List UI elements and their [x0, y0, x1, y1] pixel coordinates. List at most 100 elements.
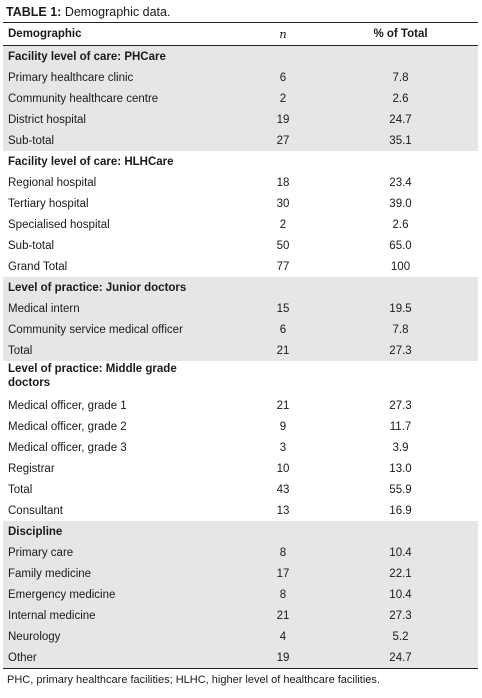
- row-label: Medical officer, grade 3: [8, 441, 127, 454]
- row-n: 3: [279, 441, 287, 454]
- row-n: 4: [279, 630, 287, 643]
- row-n: 2: [279, 218, 287, 231]
- row-percent: 3.9: [392, 441, 409, 454]
- section-header-row: Discipline: [3, 521, 478, 542]
- row-n: 19: [276, 651, 290, 664]
- row-n: 10: [276, 462, 290, 475]
- table-row: Tertiary hospital 30 39.0: [3, 193, 478, 214]
- table-body: Facility level of care: PHCare Primary he…: [3, 46, 478, 669]
- row-percent: 100: [390, 260, 411, 273]
- row-percent: 27.3: [389, 344, 412, 357]
- table-row: Community service medical officer 6 7.8: [3, 319, 478, 340]
- table-row: Family medicine 17 22.1: [3, 563, 478, 584]
- row-percent: 11.7: [389, 420, 412, 433]
- row-n: 21: [276, 609, 290, 622]
- row-label: Primary healthcare clinic: [8, 71, 134, 84]
- row-n: 2: [279, 92, 287, 105]
- row-percent: 24.7: [389, 651, 412, 664]
- table-row: Internal medicine 21 27.3: [3, 605, 478, 626]
- table-row: Total 43 55.9: [3, 479, 478, 500]
- row-label: Tertiary hospital: [8, 197, 89, 210]
- section-title: Facility level of care: PHCare: [8, 50, 166, 63]
- table-header-row: Demographic n % of Total: [3, 23, 478, 46]
- row-percent: 39.0: [389, 197, 412, 210]
- row-label: Grand Total: [8, 260, 68, 273]
- row-label: Medical intern: [8, 302, 80, 315]
- row-label: Neurology: [8, 630, 61, 643]
- row-n: 13: [276, 504, 290, 517]
- section-header-row: Level of practice: Middle grade doctors: [3, 361, 478, 395]
- row-n: 6: [279, 323, 287, 336]
- row-n: 8: [279, 588, 287, 601]
- row-percent: 13.0: [389, 462, 412, 475]
- row-label: Community healthcare centre: [8, 92, 159, 105]
- row-label: Community service medical officer: [8, 323, 183, 336]
- table-row: Medical intern 15 19.5: [3, 298, 478, 319]
- table-row: Medical officer, grade 1 21 27.3: [3, 395, 478, 416]
- section-header-row: Facility level of care: HLHCare: [3, 151, 478, 172]
- row-percent: 7.8: [392, 323, 409, 336]
- table-caption-text: Demographic data.: [64, 5, 171, 19]
- row-label: Total: [8, 483, 33, 496]
- row-label: Other: [8, 651, 37, 664]
- table: Demographic n % of Total Facility level …: [3, 22, 478, 669]
- row-label: Medical officer, grade 2: [8, 420, 127, 433]
- row-label: Emergency medicine: [8, 588, 116, 601]
- section-title: Level of practice: Middle grade doctors: [8, 363, 177, 389]
- row-percent: 22.1: [389, 567, 412, 580]
- table-caption: TABLE 1: Demographic data.: [3, 3, 478, 22]
- table-row: Total 21 27.3: [3, 340, 478, 361]
- row-label: Sub-total: [8, 239, 55, 252]
- row-n: 21: [276, 344, 290, 357]
- row-n: 6: [279, 71, 287, 84]
- header-n: n: [279, 27, 287, 41]
- row-label: District hospital: [8, 113, 86, 126]
- table-row: Registrar 10 13.0: [3, 458, 478, 479]
- table-row: Neurology 4 5.2: [3, 626, 478, 647]
- row-n: 8: [279, 546, 287, 559]
- table-row: Other 19 24.7: [3, 647, 478, 669]
- table-row: Sub-total 27 35.1: [3, 130, 478, 151]
- table-row: Medical officer, grade 3 3 3.9: [3, 437, 478, 458]
- table-row: Specialised hospital 2 2.6: [3, 214, 478, 235]
- row-percent: 10.4: [389, 588, 412, 601]
- table-row: Primary care 8 10.4: [3, 542, 478, 563]
- row-label: Total: [8, 344, 33, 357]
- row-n: 17: [276, 567, 290, 580]
- row-percent: 24.7: [389, 113, 412, 126]
- row-label: Medical officer, grade 1: [8, 399, 127, 412]
- table-caption-label: TABLE 1:: [6, 5, 62, 19]
- row-label: Primary care: [8, 546, 74, 559]
- row-label: Sub-total: [8, 134, 55, 147]
- row-percent: 27.3: [389, 399, 412, 412]
- row-label: Consultant: [8, 504, 63, 517]
- table-row: Community healthcare centre 2 2.6: [3, 88, 478, 109]
- row-n: 18: [276, 176, 290, 189]
- row-n: 50: [276, 239, 290, 252]
- row-n: 9: [279, 420, 287, 433]
- row-percent: 5.2: [392, 630, 409, 643]
- row-n: 27: [276, 134, 290, 147]
- row-n: 21: [276, 399, 290, 412]
- row-percent: 65.0: [389, 239, 412, 252]
- row-label: Internal medicine: [8, 609, 96, 622]
- table-row: Medical officer, grade 2 9 11.7: [3, 416, 478, 437]
- row-percent: 2.6: [392, 218, 409, 231]
- row-label: Specialised hospital: [8, 218, 110, 231]
- row-n: 19: [276, 113, 290, 126]
- table-row: Grand Total 77 100: [3, 256, 478, 277]
- row-n: 15: [276, 302, 290, 315]
- row-label: Regional hospital: [8, 176, 97, 189]
- table-row: Emergency medicine 8 10.4: [3, 584, 478, 605]
- table-figure: TABLE 1: Demographic data. Demographic n…: [3, 3, 478, 691]
- section-title: Level of practice: Junior doctors: [8, 281, 187, 294]
- row-n: 77: [276, 260, 290, 273]
- table-row: Primary healthcare clinic 6 7.8: [3, 67, 478, 88]
- row-percent: 2.6: [392, 92, 409, 105]
- table-row: Consultant 13 16.9: [3, 500, 478, 521]
- section-header-row: Facility level of care: PHCare: [3, 46, 478, 67]
- row-percent: 35.1: [389, 134, 412, 147]
- row-label: Registrar: [8, 462, 55, 475]
- row-percent: 19.5: [389, 302, 412, 315]
- row-percent: 10.4: [389, 546, 412, 559]
